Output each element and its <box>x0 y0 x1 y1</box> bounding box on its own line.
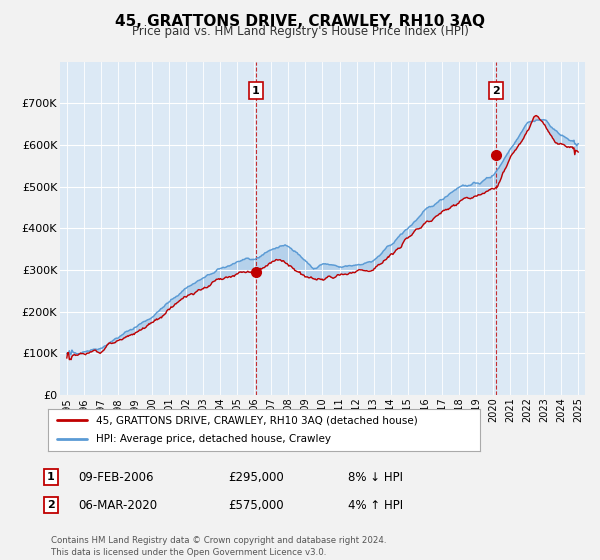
Text: 06-MAR-2020: 06-MAR-2020 <box>78 498 157 512</box>
Text: 45, GRATTONS DRIVE, CRAWLEY, RH10 3AQ (detached house): 45, GRATTONS DRIVE, CRAWLEY, RH10 3AQ (d… <box>95 415 417 425</box>
Text: 2: 2 <box>492 86 500 96</box>
Text: 09-FEB-2006: 09-FEB-2006 <box>78 470 154 484</box>
Text: 8% ↓ HPI: 8% ↓ HPI <box>348 470 403 484</box>
Text: 45, GRATTONS DRIVE, CRAWLEY, RH10 3AQ: 45, GRATTONS DRIVE, CRAWLEY, RH10 3AQ <box>115 14 485 29</box>
Text: 2: 2 <box>47 500 55 510</box>
Text: Price paid vs. HM Land Registry's House Price Index (HPI): Price paid vs. HM Land Registry's House … <box>131 25 469 38</box>
Text: HPI: Average price, detached house, Crawley: HPI: Average price, detached house, Craw… <box>95 435 331 445</box>
Text: £575,000: £575,000 <box>228 498 284 512</box>
Text: £295,000: £295,000 <box>228 470 284 484</box>
Text: 1: 1 <box>252 86 260 96</box>
Text: 4% ↑ HPI: 4% ↑ HPI <box>348 498 403 512</box>
Text: 1: 1 <box>47 472 55 482</box>
Text: Contains HM Land Registry data © Crown copyright and database right 2024.
This d: Contains HM Land Registry data © Crown c… <box>51 536 386 557</box>
